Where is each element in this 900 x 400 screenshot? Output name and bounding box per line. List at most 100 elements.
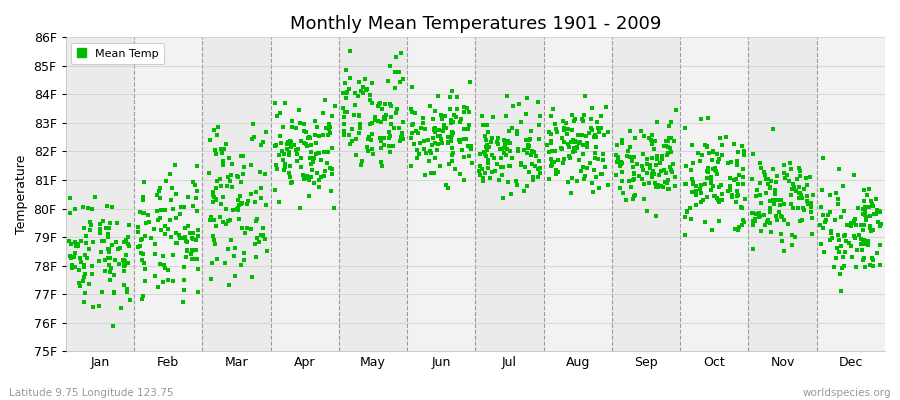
Point: [662, 134, 677, 141]
Point: [868, 196, 883, 202]
Point: [587, 166, 601, 173]
Point: [575, 132, 590, 138]
Point: [758, 222, 772, 228]
Point: [292, 205, 307, 211]
Point: [138, 233, 152, 239]
Point: [284, 139, 298, 145]
Point: [94, 289, 109, 295]
Point: [462, 109, 476, 116]
Point: [371, 103, 385, 110]
Point: [357, 76, 372, 82]
Point: [206, 189, 220, 196]
Point: [122, 241, 136, 247]
Point: [403, 134, 418, 141]
Point: [366, 150, 381, 157]
Point: [871, 208, 886, 214]
Point: [236, 153, 250, 160]
Point: [122, 222, 136, 228]
Point: [275, 148, 290, 154]
Point: [418, 138, 432, 144]
Point: [351, 93, 365, 99]
Point: [428, 126, 442, 133]
Point: [208, 151, 222, 157]
Point: [486, 114, 500, 120]
Point: [82, 246, 96, 252]
Point: [133, 243, 148, 250]
Point: [514, 162, 528, 168]
Point: [660, 180, 674, 186]
Point: [664, 134, 679, 141]
Point: [377, 115, 392, 121]
Point: [148, 273, 163, 279]
Point: [684, 176, 698, 182]
Point: [576, 118, 590, 124]
Point: [830, 245, 844, 251]
Point: [292, 120, 307, 126]
Point: [706, 149, 720, 155]
Point: [248, 199, 263, 205]
Point: [655, 153, 670, 160]
Point: [382, 101, 397, 107]
Point: [491, 135, 505, 141]
Point: [766, 126, 780, 132]
Point: [549, 126, 563, 133]
Point: [594, 113, 608, 120]
Point: [130, 224, 145, 230]
Point: [635, 151, 650, 157]
Point: [576, 142, 590, 148]
Point: [531, 166, 545, 172]
Point: [432, 127, 446, 133]
Point: [184, 248, 199, 254]
Point: [185, 235, 200, 241]
Point: [158, 223, 173, 229]
Point: [860, 192, 874, 199]
Point: [103, 254, 117, 261]
Point: [856, 210, 870, 217]
Point: [793, 218, 807, 224]
Point: [556, 118, 571, 124]
Point: [220, 174, 235, 180]
Point: [63, 253, 77, 259]
Point: [457, 176, 472, 183]
Point: [735, 166, 750, 172]
Point: [586, 189, 600, 195]
Point: [445, 158, 459, 164]
Point: [343, 140, 357, 147]
Point: [783, 160, 797, 167]
Point: [269, 162, 284, 169]
Point: [250, 235, 265, 242]
Point: [679, 181, 693, 187]
Point: [231, 216, 246, 223]
Point: [151, 217, 166, 223]
Point: [593, 125, 608, 132]
Point: [840, 222, 854, 228]
Point: [585, 104, 599, 111]
Point: [757, 212, 771, 218]
Point: [731, 227, 745, 234]
Point: [343, 48, 357, 54]
Point: [117, 263, 131, 270]
Point: [699, 194, 714, 200]
Point: [712, 218, 726, 225]
Point: [491, 141, 505, 148]
Point: [153, 261, 167, 267]
Point: [640, 170, 654, 176]
Point: [254, 142, 268, 148]
Point: [387, 125, 401, 131]
Point: [209, 184, 223, 191]
Point: [423, 170, 437, 176]
Point: [213, 201, 228, 207]
Point: [864, 198, 878, 204]
Point: [567, 145, 581, 151]
Point: [596, 151, 610, 158]
Point: [436, 128, 451, 134]
Point: [869, 250, 884, 257]
Point: [648, 138, 662, 144]
Point: [667, 138, 681, 144]
Point: [438, 113, 453, 119]
Point: [213, 214, 228, 220]
Point: [404, 106, 419, 112]
Point: [102, 225, 116, 231]
Point: [176, 299, 191, 306]
Point: [388, 68, 402, 75]
